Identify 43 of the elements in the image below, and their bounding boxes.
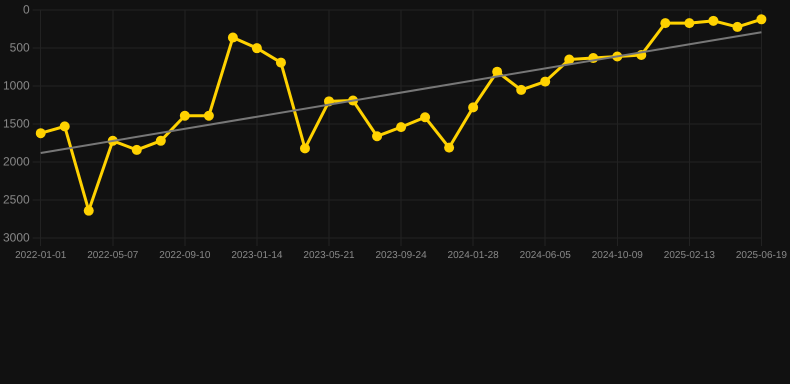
point bbox=[36, 128, 46, 138]
x-tick-label: 2025-02-13 bbox=[664, 250, 716, 261]
x-tick-label: 2023-05-21 bbox=[303, 250, 355, 261]
point bbox=[732, 22, 742, 32]
point bbox=[540, 76, 550, 87]
point bbox=[684, 18, 694, 28]
point bbox=[660, 18, 670, 28]
point bbox=[204, 110, 214, 121]
point bbox=[156, 136, 166, 146]
point bbox=[564, 54, 574, 65]
y-tick-label: 1000 bbox=[2, 78, 30, 92]
point bbox=[252, 43, 262, 54]
y-tick-label: 2500 bbox=[2, 192, 30, 206]
x-tick-label: 2024-01-28 bbox=[448, 250, 500, 261]
point bbox=[372, 131, 382, 142]
point bbox=[444, 142, 454, 153]
y-tick-label: 500 bbox=[10, 40, 30, 54]
point bbox=[60, 121, 70, 132]
point bbox=[300, 143, 310, 154]
x-tick-label: 2023-09-24 bbox=[375, 250, 428, 261]
y-tick-label: 1500 bbox=[2, 116, 30, 130]
point bbox=[492, 66, 502, 77]
y-tick-label: 2000 bbox=[2, 154, 30, 168]
point bbox=[708, 16, 718, 26]
x-tick-label: 2022-09-10 bbox=[159, 250, 211, 261]
y-tick-label: 0 bbox=[23, 2, 30, 17]
x-tick-label: 2024-10-09 bbox=[592, 250, 644, 261]
x-tick-label: 2023-01-14 bbox=[231, 250, 283, 261]
x-tick-label: 2024-06-05 bbox=[520, 250, 572, 261]
point bbox=[396, 122, 406, 132]
point bbox=[132, 144, 142, 155]
point bbox=[180, 110, 190, 121]
point bbox=[468, 102, 478, 112]
point bbox=[420, 112, 430, 122]
point bbox=[516, 84, 526, 95]
point bbox=[756, 14, 766, 24]
x-tick-label: 2022-05-07 bbox=[87, 250, 139, 261]
point bbox=[84, 206, 94, 216]
point bbox=[228, 32, 238, 43]
x-tick-label: 2022-01-01 bbox=[15, 250, 67, 261]
x-tick-label: 2025-06-19 bbox=[736, 250, 788, 261]
point bbox=[276, 58, 286, 68]
y-tick-label: 3000 bbox=[2, 230, 30, 244]
